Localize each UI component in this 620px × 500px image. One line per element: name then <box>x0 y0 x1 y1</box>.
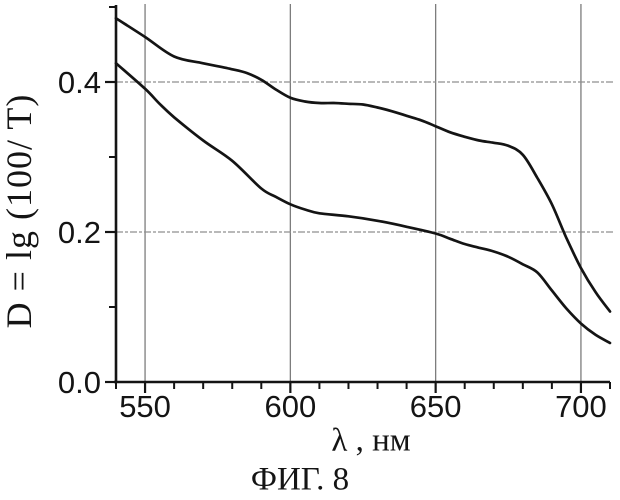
lower-curve <box>114 61 612 345</box>
x-tick-label: 600 <box>264 389 316 424</box>
x-axis-title: λ , нм <box>331 422 411 459</box>
x-tick-label: 650 <box>410 389 462 424</box>
upper-curve <box>114 16 612 313</box>
y-tick-label: 0.2 <box>58 215 101 250</box>
x-tick-label: 700 <box>555 389 607 424</box>
x-tick-label: 550 <box>119 389 171 424</box>
y-tick-label: 0.0 <box>58 365 101 400</box>
y-tick-label: 0.4 <box>58 65 101 100</box>
figure-caption: ФИГ. 8 <box>250 461 350 498</box>
y-axis-title: D = lg (100/ T) <box>0 93 39 329</box>
